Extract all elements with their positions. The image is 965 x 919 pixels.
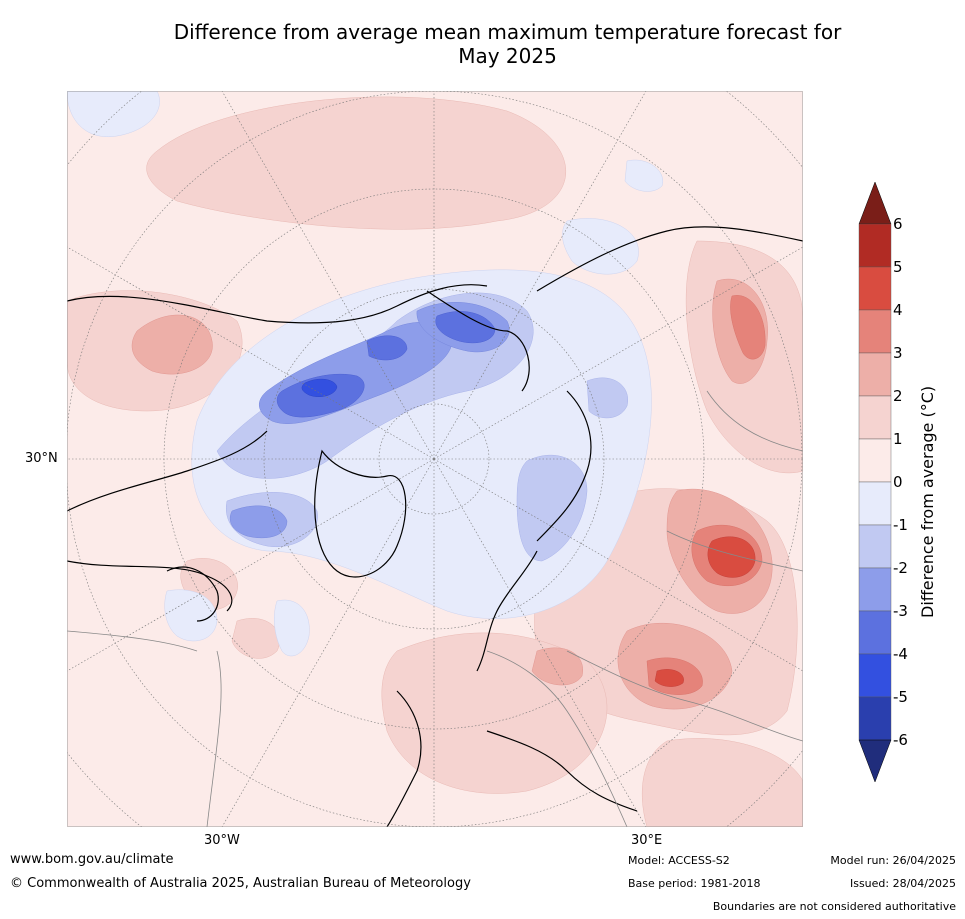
colorbar-segment bbox=[858, 610, 892, 655]
map-title: Difference from average mean maximum tem… bbox=[60, 20, 955, 68]
colorbar-label: Difference from average (°C) bbox=[918, 385, 937, 618]
colorbar-segment bbox=[858, 352, 892, 397]
anomaly-warm-4 bbox=[654, 536, 756, 687]
colorbar-segment bbox=[858, 696, 892, 741]
footer-boundaries: Boundaries are not considered authoritat… bbox=[712, 900, 956, 913]
colorbar-segment bbox=[858, 309, 892, 354]
lon-label-30e: 30°E bbox=[631, 833, 663, 848]
colorbar-tick-label: 5 bbox=[893, 258, 903, 276]
colorbar-tick-label: -2 bbox=[893, 559, 908, 577]
footer-model: Model: ACCESS-S2 bbox=[628, 854, 730, 867]
colorbar-under-arrow bbox=[858, 739, 892, 783]
polar-map bbox=[67, 91, 803, 827]
colorbar-segment bbox=[858, 223, 892, 268]
title-line-2: May 2025 bbox=[458, 44, 557, 68]
footer-base-period: Base period: 1981-2018 bbox=[628, 877, 761, 890]
title-line-1: Difference from average mean maximum tem… bbox=[173, 20, 842, 44]
colorbar-over-arrow bbox=[858, 181, 892, 225]
footer-copyright: © Commonwealth of Australia 2025, Austra… bbox=[10, 876, 471, 891]
graticule bbox=[67, 91, 803, 827]
colorbar bbox=[858, 181, 892, 783]
colorbar-tick-label: -4 bbox=[893, 645, 908, 663]
country-borders bbox=[67, 390, 803, 827]
colorbar-segment bbox=[858, 395, 892, 440]
colorbar-tick-label: 3 bbox=[893, 344, 903, 362]
coastlines bbox=[67, 226, 803, 827]
footer-issued: Issued: 28/04/2025 bbox=[849, 877, 956, 890]
colorbar-tick-label: 0 bbox=[893, 473, 903, 491]
colorbar-segment bbox=[858, 438, 892, 483]
colorbar-tick-label: 4 bbox=[893, 301, 903, 319]
lon-label-30w: 30°W bbox=[204, 833, 240, 848]
colorbar-segment bbox=[858, 524, 892, 569]
colorbar-segment bbox=[858, 567, 892, 612]
colorbar-tick-label: 1 bbox=[893, 430, 903, 448]
colorbar-tick-label: -3 bbox=[893, 602, 908, 620]
colorbar-segment bbox=[858, 481, 892, 526]
footer-model-run: Model run: 26/04/2025 bbox=[830, 854, 956, 867]
colorbar-segment bbox=[858, 653, 892, 698]
colorbar-tick-label: -6 bbox=[893, 731, 908, 749]
colorbar-tick-label: -5 bbox=[893, 688, 908, 706]
colorbar-tick-label: 6 bbox=[893, 215, 903, 233]
footer-site: www.bom.gov.au/climate bbox=[10, 852, 174, 867]
colorbar-tick-label: -1 bbox=[893, 516, 908, 534]
anomaly-cool-5 bbox=[301, 378, 338, 397]
colorbar-segment bbox=[858, 266, 892, 311]
colorbar-tick-label: 2 bbox=[893, 387, 903, 405]
lat-label-30n: 30°N bbox=[25, 451, 58, 466]
